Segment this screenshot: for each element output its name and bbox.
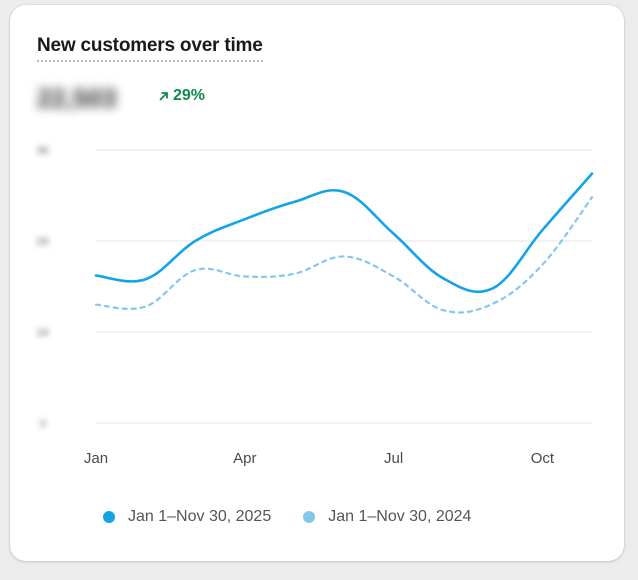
legend-dot-previous	[303, 511, 316, 523]
change-percent: 29%	[173, 87, 206, 104]
x-axis-ticks: Jan Apr Jul Oct	[84, 450, 555, 467]
legend-dot-current	[103, 511, 115, 523]
x-tick-label: Jan	[84, 450, 108, 467]
x-tick-label: Jul	[384, 450, 403, 467]
y-tick-label: 0	[40, 418, 46, 430]
card-title[interactable]: New customers over time	[37, 35, 263, 62]
legend-label-current: Jan 1–Nov 30, 2025	[128, 508, 272, 525]
change-badge: 29%	[158, 87, 205, 105]
metric-value: 22,503	[37, 83, 117, 113]
chart-card: New customers over time 22,503 29% 3K 2K 1…	[10, 5, 624, 561]
y-tick-label: 1K	[36, 327, 50, 339]
legend-item-current[interactable]: Jan 1–Nov 30, 2025	[103, 508, 271, 526]
legend: Jan 1–Nov 30, 2025 Jan 1–Nov 30, 2024	[103, 508, 471, 526]
x-tick-label: Apr	[233, 450, 256, 467]
series-line-2025	[94, 172, 594, 294]
arrow-up-right-icon	[159, 92, 168, 101]
legend-label-previous: Jan 1–Nov 30, 2024	[328, 508, 472, 525]
y-tick-label: 2K	[36, 236, 50, 248]
grid-lines	[96, 149, 592, 424]
legend-item-previous[interactable]: Jan 1–Nov 30, 2024	[303, 508, 471, 526]
y-tick-label: 3K	[36, 145, 50, 157]
x-tick-label: Oct	[531, 450, 555, 467]
y-axis-ticks: 3K 2K 1K 0	[36, 145, 50, 430]
series-line-2024	[94, 196, 594, 314]
series-lines	[94, 172, 594, 314]
line-chart: 3K 2K 1K 0 Jan Apr Jul Oct	[36, 145, 594, 467]
